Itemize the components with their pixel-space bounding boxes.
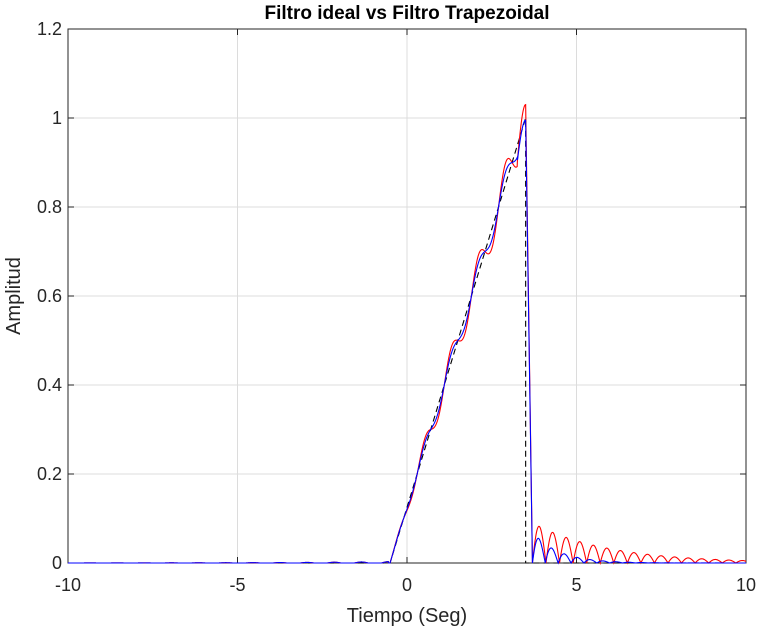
series-group [68,103,747,566]
x-tick-label: 5 [571,575,581,595]
y-tick-label: 0.4 [37,375,62,395]
x-tick-label: 0 [402,575,412,595]
x-tick-label: -10 [55,575,81,595]
x-tick-label: 10 [736,575,756,595]
y-tick-label: 0.6 [37,286,62,306]
y-tick-label: 0.8 [37,197,62,217]
y-tick-label: 1.2 [37,19,62,39]
y-tick-label: 1 [52,108,62,128]
ticks: -10 -5 0 5 10 0 0.2 0.4 0.6 0.8 1 1.2 [37,19,756,595]
y-tick-label: 0 [52,553,62,573]
y-axis-label: Amplitud [3,257,25,335]
y-tick-label: 0.2 [37,464,62,484]
chart-title: Filtro ideal vs Filtro Trapezoidal [264,3,549,24]
grid [67,28,747,564]
x-axis-label: Tiempo (Seg) [347,605,467,627]
x-tick-label: -5 [229,575,245,595]
series-line-trapezoidal-blue [68,119,746,565]
